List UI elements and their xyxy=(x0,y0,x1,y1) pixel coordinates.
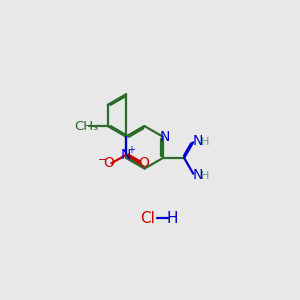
Text: +: + xyxy=(127,146,135,155)
Text: CH₃: CH₃ xyxy=(74,120,98,133)
Text: H: H xyxy=(201,171,209,182)
Text: Cl: Cl xyxy=(140,211,155,226)
Text: O: O xyxy=(103,156,114,170)
Text: H: H xyxy=(201,137,209,147)
Text: N: N xyxy=(121,148,131,162)
Text: N: N xyxy=(193,168,203,182)
Text: −: − xyxy=(98,154,107,165)
Text: N: N xyxy=(193,134,203,148)
Text: O: O xyxy=(138,156,149,170)
Text: N: N xyxy=(159,130,170,144)
Text: H: H xyxy=(167,211,178,226)
